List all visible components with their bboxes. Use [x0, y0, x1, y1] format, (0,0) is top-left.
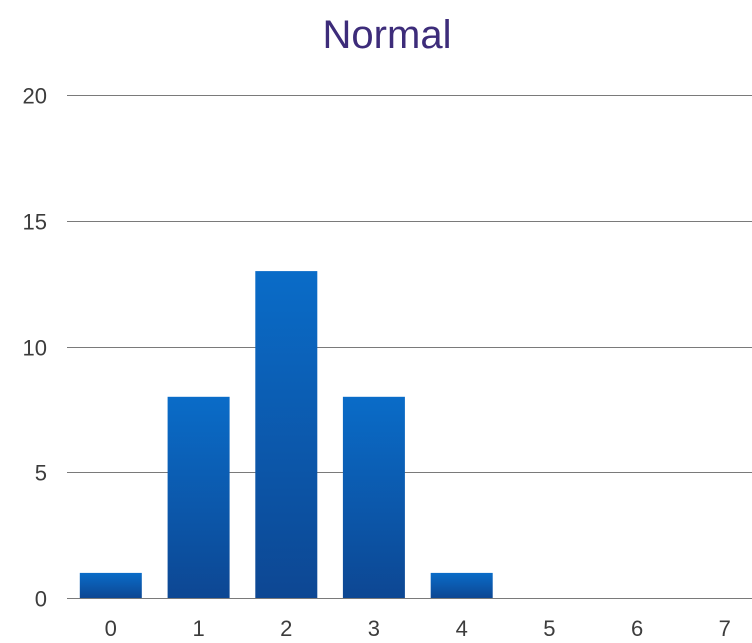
- y-axis-tick-labels: 0 5 10 15 20: [23, 84, 47, 612]
- x-tick-label: 2: [280, 616, 292, 641]
- y-tick-label: 0: [35, 587, 47, 612]
- bar-2: [255, 271, 318, 598]
- x-tick-label: 6: [631, 616, 643, 641]
- chart-title: Normal: [323, 13, 452, 57]
- x-tick-label: 0: [105, 616, 117, 641]
- x-tick-label: 4: [456, 616, 468, 641]
- bar-3: [342, 396, 405, 598]
- bar-4: [430, 572, 493, 598]
- bars: [79, 271, 493, 598]
- x-axis-tick-labels: 0 1 2 3 4 5 6 7: [105, 616, 731, 641]
- bar-0: [79, 572, 142, 598]
- y-tick-label: 5: [35, 461, 47, 486]
- x-tick-label: 7: [719, 616, 731, 641]
- x-tick-label: 1: [192, 616, 204, 641]
- x-tick-label: 5: [543, 616, 555, 641]
- x-tick-label: 3: [368, 616, 380, 641]
- y-tick-label: 15: [23, 210, 47, 235]
- y-tick-label: 10: [23, 336, 47, 361]
- bar-1: [167, 396, 230, 598]
- y-tick-label: 20: [23, 84, 47, 109]
